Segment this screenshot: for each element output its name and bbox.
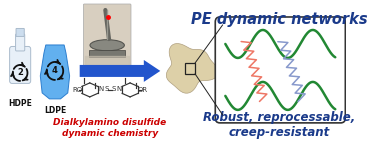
Text: HDPE: HDPE: [8, 99, 32, 108]
FancyBboxPatch shape: [9, 46, 31, 83]
FancyArrow shape: [80, 60, 160, 82]
Text: 2: 2: [17, 68, 23, 77]
FancyBboxPatch shape: [15, 34, 25, 51]
Text: S: S: [104, 86, 108, 92]
Text: Robust, reprocessable,
creep-resistant: Robust, reprocessable, creep-resistant: [203, 111, 356, 139]
Text: N: N: [116, 86, 122, 92]
FancyBboxPatch shape: [215, 17, 345, 123]
Text: OR: OR: [138, 87, 148, 93]
Polygon shape: [166, 44, 218, 93]
Polygon shape: [40, 45, 70, 99]
Text: Dialkylamino disulfide
dynamic chemistry: Dialkylamino disulfide dynamic chemistry: [53, 118, 167, 138]
Text: LDPE: LDPE: [44, 106, 66, 115]
Text: 4: 4: [52, 66, 58, 75]
FancyBboxPatch shape: [16, 28, 24, 36]
Text: S: S: [112, 86, 116, 92]
Text: N: N: [98, 86, 104, 92]
FancyBboxPatch shape: [84, 4, 131, 68]
Text: PE dynamic networks: PE dynamic networks: [191, 12, 368, 27]
Bar: [89, 50, 125, 57]
Bar: [185, 63, 195, 74]
Text: RO: RO: [72, 87, 82, 93]
Ellipse shape: [90, 40, 124, 51]
